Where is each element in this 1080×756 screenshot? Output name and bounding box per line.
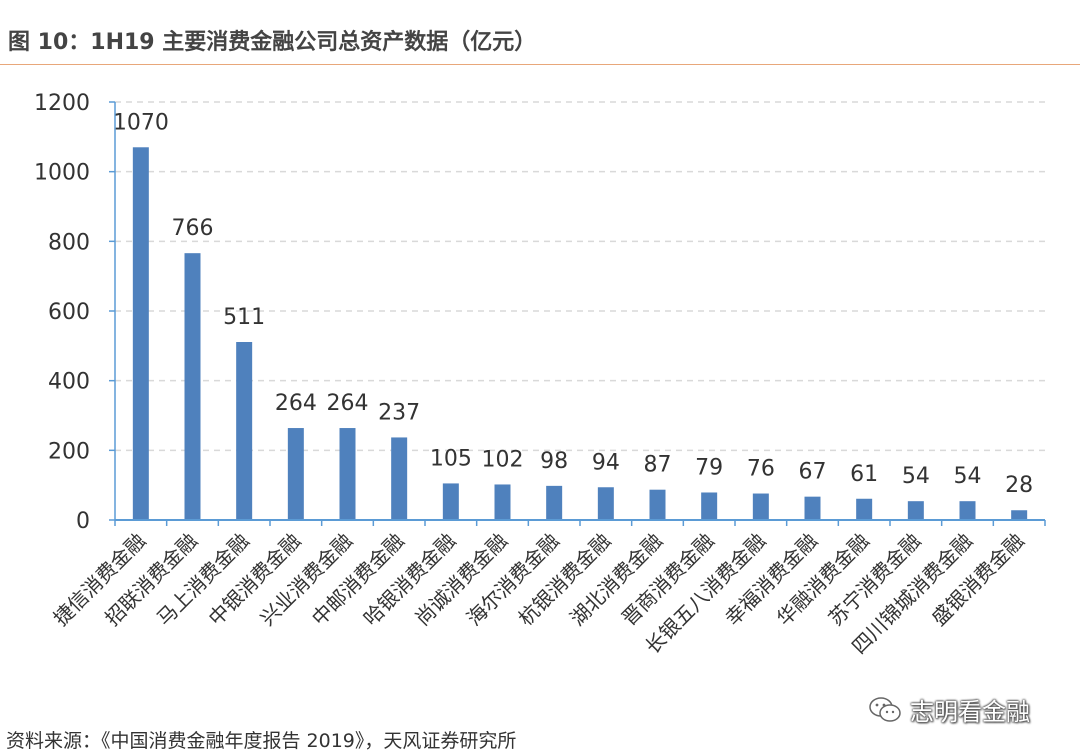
y-tick-label: 1000	[34, 161, 90, 186]
bar	[236, 342, 253, 520]
data-label: 94	[592, 450, 620, 475]
bar	[1011, 510, 1028, 520]
watermark-text: 志明看金融	[910, 698, 1030, 726]
data-label: 54	[954, 464, 982, 489]
bar	[597, 487, 614, 520]
data-label: 237	[378, 400, 420, 425]
data-label: 105	[430, 446, 472, 471]
bar	[752, 493, 769, 520]
y-tick-label: 600	[48, 300, 90, 325]
bar	[391, 437, 408, 520]
data-label: 102	[482, 447, 524, 472]
data-label: 61	[850, 462, 878, 487]
data-label: 79	[695, 455, 723, 480]
wechat-icon	[869, 696, 901, 722]
bar	[649, 489, 666, 520]
data-label: 264	[327, 391, 369, 416]
data-label: 54	[902, 464, 930, 489]
y-tick-label: 400	[48, 370, 90, 395]
watermark: 志明看金融	[868, 692, 1030, 727]
bar	[959, 501, 976, 520]
data-label: 264	[275, 391, 317, 416]
y-tick-label: 800	[48, 230, 90, 255]
bar	[184, 253, 201, 520]
bar	[546, 485, 563, 520]
data-label: 28	[1005, 473, 1033, 498]
data-label: 511	[223, 305, 265, 330]
data-label: 1070	[113, 110, 169, 135]
bar	[442, 483, 459, 520]
y-tick-label: 200	[48, 439, 90, 464]
bar	[804, 496, 821, 520]
source-note: 资料来源：《中国消费金融年度报告 2019》，天风证券研究所	[6, 730, 517, 752]
bar	[494, 484, 511, 520]
data-label: 766	[172, 216, 214, 241]
chart-title: 图 10：1H19 主要消费金融公司总资产数据（亿元）	[8, 30, 537, 55]
data-label: 67	[799, 460, 827, 485]
bar	[856, 498, 873, 520]
y-tick-label: 1200	[34, 91, 90, 116]
bar	[287, 428, 304, 520]
bar	[339, 428, 356, 520]
data-label: 87	[644, 453, 672, 478]
bar	[701, 492, 718, 520]
bar	[132, 147, 149, 521]
title-divider	[0, 64, 1080, 65]
bar	[907, 501, 924, 520]
bar-chart: 0200400600800100012001070捷信消费金融766招联消费金融…	[34, 91, 1046, 659]
y-tick-label: 0	[76, 509, 90, 534]
data-label: 76	[747, 457, 775, 482]
data-label: 98	[540, 449, 568, 474]
